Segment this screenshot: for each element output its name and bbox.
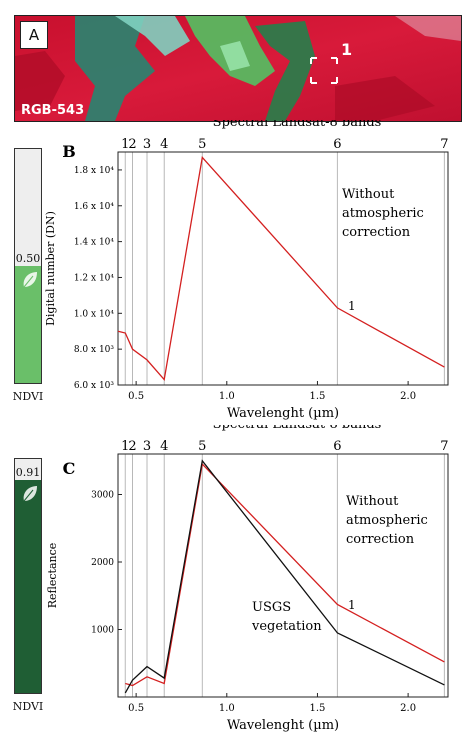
annotation-line: atmospheric — [346, 513, 428, 528]
leaf-icon — [23, 272, 37, 288]
chart-title: Spectral Landsat-8 bands — [213, 120, 382, 130]
band-label-5: 5 — [198, 439, 206, 454]
ndvi-caption-c: NDVI — [12, 700, 44, 713]
annotation-line: correction — [346, 532, 415, 547]
series-line-1 — [124, 459, 445, 694]
satellite-scene-image — [15, 16, 461, 121]
point-label: 1 — [348, 598, 356, 612]
usgs-annotation-line: vegetation — [251, 619, 322, 634]
ndvi-fill-c — [15, 480, 41, 693]
x-axis-label: Wavelenght (µm) — [227, 718, 339, 733]
usgs-annotation-line: USGS — [252, 600, 291, 615]
point-label: 1 — [348, 299, 356, 313]
x-axis-label: Wavelenght (µm) — [227, 406, 339, 420]
series-line-0 — [117, 155, 445, 382]
y-tick-label: 6.0 x 10³ — [74, 381, 115, 391]
scene-caption: RGB-543 — [21, 103, 85, 118]
y-tick-label: 1000 — [91, 626, 114, 636]
y-axis-label: Reflectance — [46, 543, 59, 609]
ndvi-caption-b: NDVI — [12, 390, 44, 403]
y-axis-label: Digital number (DN) — [44, 211, 57, 326]
annotation-line: atmospheric — [342, 206, 424, 221]
x-tick-label: 1.5 — [309, 703, 325, 714]
y-tick-label: 1.8 x 10⁴ — [74, 166, 115, 176]
y-tick-label: 8.0 x 10³ — [74, 345, 115, 355]
series-line-0 — [125, 462, 445, 687]
leaf-icon — [23, 486, 37, 502]
y-tick-label: 3000 — [91, 491, 114, 501]
ndvi-bar-c: 0.91 — [14, 458, 42, 694]
panel-label-bg — [58, 457, 80, 479]
band-label-3: 3 — [143, 137, 151, 152]
plot-frame — [117, 453, 449, 698]
x-tick-label: 2.0 — [400, 391, 416, 402]
band-label-2: 2 — [128, 137, 136, 152]
ndvi-value-b: 0.50 — [15, 252, 41, 265]
ndvi-value-c: 0.91 — [15, 466, 41, 479]
chart-title: Spectral Landsat-8 bands — [213, 425, 382, 432]
band-label-7: 7 — [440, 439, 448, 454]
x-tick-label: 2.0 — [400, 703, 416, 714]
annotation-line: Without — [346, 494, 399, 509]
y-tick-label: 1.0 x 10⁴ — [74, 309, 115, 319]
panel-a-label: A — [20, 21, 48, 49]
x-tick-label: 0.5 — [128, 703, 144, 714]
y-tick-label: 1.6 x 10⁴ — [74, 202, 115, 212]
annotation-line: correction — [342, 225, 411, 240]
band-label-6: 6 — [333, 137, 341, 152]
x-tick-label: 1.0 — [219, 391, 235, 402]
band-label-1: 1 — [121, 439, 129, 454]
x-tick-label: 0.5 — [128, 391, 144, 402]
band-label-3: 3 — [143, 439, 151, 454]
band-label-5: 5 — [198, 137, 206, 152]
y-tick-label: 1.4 x 10⁴ — [74, 238, 115, 248]
chart-c: Spectral Landsat-8 bands1234567100020003… — [46, 425, 449, 733]
panel-label-bg — [58, 140, 80, 162]
satellite-image-panel: A 1 RGB-543 — [14, 15, 462, 122]
plot-frame — [117, 151, 449, 386]
x-tick-label: 1.0 — [219, 703, 235, 714]
band-label-4: 4 — [160, 439, 168, 454]
x-tick-label: 1.5 — [309, 391, 325, 402]
y-tick-label: 2000 — [91, 558, 114, 568]
panel-label: B — [62, 142, 76, 161]
band-label-6: 6 — [333, 439, 341, 454]
target-marker — [310, 57, 338, 84]
band-label-2: 2 — [128, 439, 136, 454]
annotation-line: Without — [342, 187, 395, 202]
band-label-7: 7 — [440, 137, 448, 152]
ndvi-bar-b: 0.50 — [14, 148, 42, 384]
band-label-4: 4 — [160, 137, 168, 152]
y-tick-label: 1.2 x 10⁴ — [74, 273, 115, 283]
panel-label: C — [63, 459, 76, 478]
marker-number: 1 — [341, 40, 353, 59]
band-label-1: 1 — [121, 137, 129, 152]
